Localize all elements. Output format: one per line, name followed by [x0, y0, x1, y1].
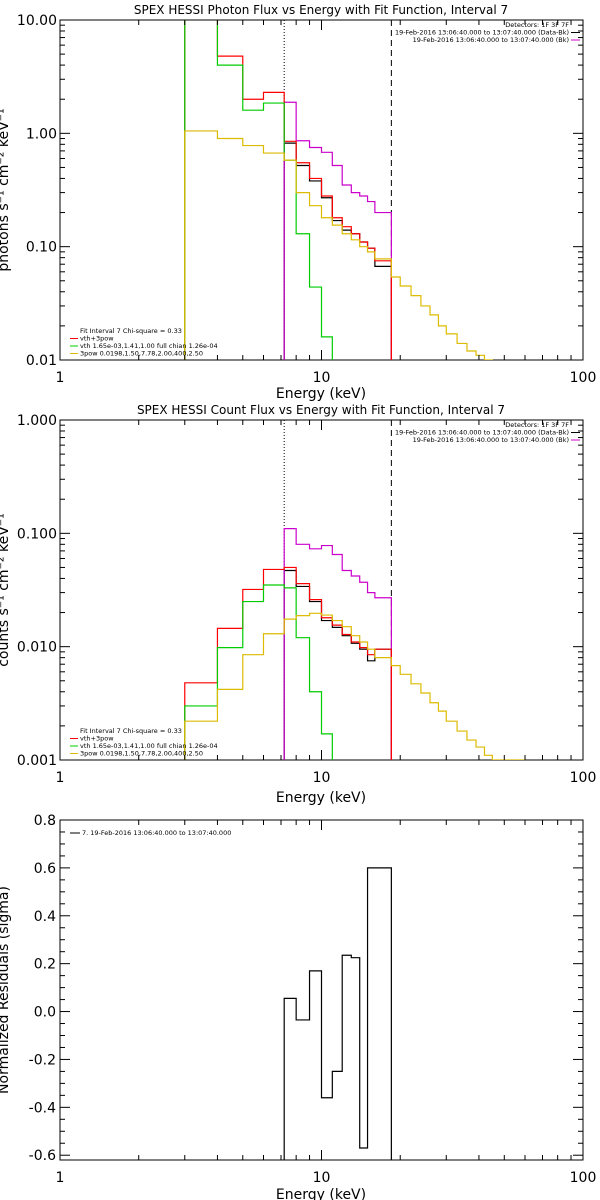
series-line [283, 101, 392, 360]
legend-entry: Detectors: 1F 3F 7F [505, 21, 569, 29]
y-tick-label: 0.10 [26, 240, 57, 256]
x-axis-label: Energy (keV) [276, 1187, 366, 1200]
y-tick-label: 0.010 [17, 640, 57, 656]
plot-area [283, 867, 392, 1160]
axis-ticks: 1 10 100 0.8 0.6 0.4 0.2 0.0 -0.2 -0.4 -0.6 [29, 813, 597, 1186]
x-tick-label: 100 [570, 1170, 597, 1186]
x-tick-label: 10 [313, 770, 331, 786]
legend-entry: 19-Feb-2016 13:06:40.000 to 13:07:40.000… [395, 29, 569, 37]
chart-panel-residuals: Energy (keV) Normalized Residuals (sigma… [0, 813, 596, 1200]
legend-entry: Fit Interval 7 Chi-square = 0.33 [80, 327, 182, 335]
x-tick-label: 100 [570, 370, 597, 386]
series-line [184, 612, 526, 760]
legend-entry: 3pow 0.0198,1.50,7.78,2.00,400,2.50 [80, 750, 203, 758]
series-line [184, 20, 333, 360]
y-tick-label: 0.4 [34, 909, 56, 925]
y-tick-label: -0.2 [29, 1052, 56, 1068]
axis-ticks: 1 10 100 10.00 1.00 0.10 0.01 [17, 13, 596, 386]
y-tick-label: 0.100 [17, 526, 57, 542]
x-tick-label: 10 [313, 1170, 331, 1186]
series-line [283, 569, 392, 760]
axis-ticks: 1 10 100 1.000 0.100 0.010 0.001 [17, 413, 596, 786]
series-line [283, 142, 392, 360]
chart-panel-count-flux: SPEX HESSI Count Flux vs Energy with Fit… [0, 403, 596, 806]
y-tick-label: 10.00 [17, 13, 57, 29]
series-line [283, 867, 392, 1160]
y-tick-label: 0.2 [34, 957, 56, 973]
legend-entry: 3pow 0.0198,1.50,7.78,2.00,400,2.50 [80, 350, 203, 358]
legend-entry: 7. 19-Feb-2016 13:06:40.000 to 13:07:40.… [82, 829, 231, 837]
x-axis-label: Energy (keV) [276, 790, 366, 806]
plot-area [184, 420, 526, 760]
chart-title: SPEX HESSI Count Flux vs Energy with Fit… [137, 403, 505, 417]
y-axis-label: Normalized Residuals (sigma) [0, 886, 12, 1094]
chart-title: SPEX HESSI Photon Flux vs Energy with Fi… [134, 3, 508, 17]
x-tick-label: 1 [56, 370, 65, 386]
legend-entry: vth+3pow [80, 335, 114, 343]
legend-entry: 19-Feb-2016 13:06:40.000 to 13:07:40.000… [413, 436, 569, 444]
legend-entry: vth 1.65e-03,1.41,1.00 full chian 1.26e-… [80, 742, 218, 750]
legend-entry: 19-Feb-2016 13:06:40.000 to 13:07:40.000… [395, 429, 569, 437]
y-tick-label: 0.6 [34, 861, 56, 877]
y-tick-label: 0.01 [26, 353, 57, 369]
legend-entry: vth 1.65e-03,1.41,1.00 full chian 1.26e-… [80, 342, 218, 350]
legend-entry: vth+3pow [80, 735, 114, 743]
series-line [184, 130, 493, 360]
y-tick-label: 0.001 [17, 753, 57, 769]
y-tick-label: 1.000 [17, 413, 57, 429]
series-line [184, 584, 333, 760]
x-tick-label: 100 [570, 770, 597, 786]
chart-panel-photon-flux: SPEX HESSI Photon Flux vs Energy with Fi… [0, 3, 596, 402]
x-tick-label: 1 [56, 770, 65, 786]
y-axis-label: counts s⁻¹ cm⁻² keV⁻¹ [0, 513, 12, 667]
legend-entry: 19-Feb-2016 13:06:40.000 to 13:07:40.000… [413, 36, 569, 44]
y-tick-label: 0.8 [34, 813, 56, 829]
series-line [283, 528, 392, 760]
series-line [184, 566, 392, 760]
y-tick-label: 1.00 [26, 126, 57, 142]
x-axis-label: Energy (keV) [276, 386, 366, 402]
plot-area [184, 20, 493, 360]
legend-entry: Detectors: 1F 3F 7F [505, 421, 569, 429]
y-tick-label: -0.6 [29, 1148, 56, 1164]
legend-entry: Fit Interval 7 Chi-square = 0.33 [80, 727, 182, 735]
legend: 7. 19-Feb-2016 13:06:40.000 to 13:07:40.… [70, 829, 231, 837]
x-tick-label: 10 [313, 370, 331, 386]
y-tick-label: 0.0 [34, 1005, 56, 1021]
y-axis-label: photons s⁻¹ cm⁻² keV⁻¹ [0, 108, 12, 271]
x-tick-label: 1 [56, 1170, 65, 1186]
y-tick-label: -0.4 [29, 1100, 56, 1116]
